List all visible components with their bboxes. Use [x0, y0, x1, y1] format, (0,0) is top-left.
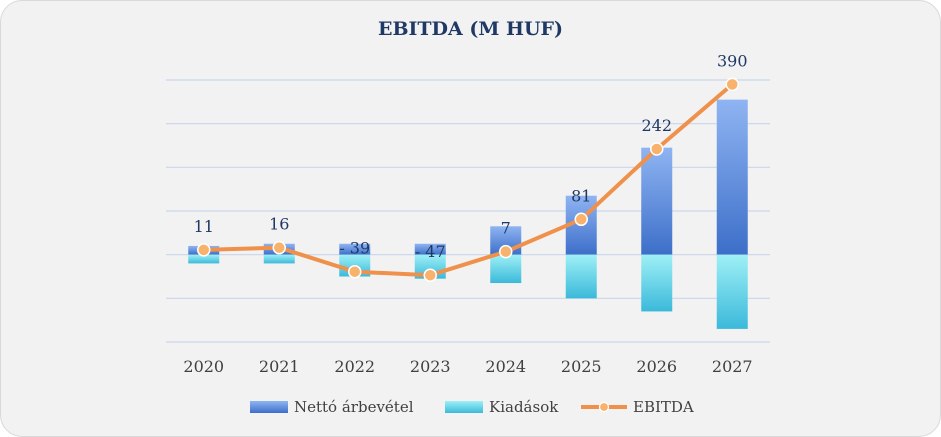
revenue-bar: [641, 147, 673, 255]
x-tick-label: 2024: [485, 357, 526, 376]
ebitda-data-label: 16: [269, 215, 289, 234]
revenue-bar: [339, 243, 371, 255]
ebitda-point: [423, 268, 437, 282]
legend-label-ebitda: EBITDA: [633, 398, 694, 416]
ebitda-point: [348, 264, 362, 279]
legend-swatch-revenue: [250, 401, 288, 413]
ebitda-point: [499, 244, 513, 259]
chart-title: EBITDA (M HUF): [377, 18, 564, 40]
ebitda-point: [725, 77, 739, 92]
expense-bar: [490, 254, 522, 284]
expense-bar: [188, 254, 220, 264]
x-tick-label: 2023: [410, 357, 451, 376]
ebitda-point: [650, 142, 664, 156]
x-tick-label: 2025: [561, 357, 602, 376]
x-tick-label: 2022: [334, 357, 375, 376]
expense-bar: [641, 254, 673, 312]
expense-bar: [716, 254, 748, 329]
expense-bar: [565, 254, 597, 299]
legend-label-revenue: Nettó árbevétel: [294, 398, 414, 416]
legend-swatch-ebitda-marker: [598, 401, 610, 413]
legend-swatch-expenses: [445, 401, 483, 413]
ebitda-data-label: 242: [641, 116, 672, 135]
ebitda-point: [197, 243, 211, 257]
ebitda-data-label: 7: [501, 219, 511, 238]
expense-bar: [263, 254, 295, 264]
x-tick-label: 2021: [259, 357, 300, 376]
ebitda-data-label: 81: [571, 186, 591, 205]
ebitda-data-label: 11: [194, 217, 214, 236]
revenue-bar: [414, 243, 446, 255]
ebitda-point: [272, 240, 286, 255]
ebitda-point: [574, 212, 588, 227]
x-tick-label: 2026: [636, 357, 677, 376]
revenue-bar: [716, 99, 748, 255]
ebitda-data-label: - 39: [339, 239, 370, 258]
x-tick-label: 2027: [712, 357, 753, 376]
x-tick-label: 2020: [183, 357, 224, 376]
legend-label-expenses: Kiadások: [489, 398, 559, 416]
ebitda-data-label: - 47: [415, 242, 446, 261]
ebitda-line: [201, 82, 735, 278]
ebitda-data-label: 390: [717, 51, 748, 70]
